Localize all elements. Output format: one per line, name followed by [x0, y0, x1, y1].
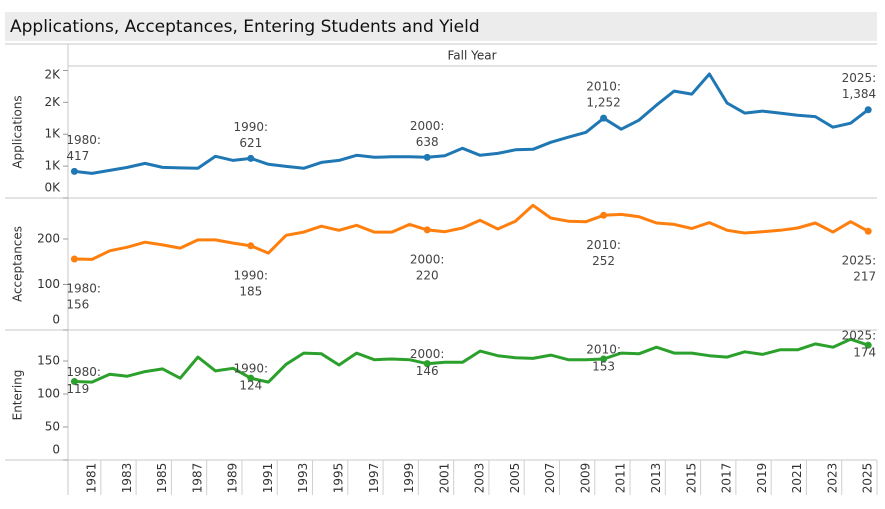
y-tick-label: 1K — [44, 159, 61, 173]
annotation-point — [247, 242, 255, 250]
x-tick-label: 2011 — [614, 463, 628, 494]
annotation-point — [864, 341, 872, 349]
annotation-year: 2025: — [842, 329, 877, 343]
annotation-value: 417 — [66, 149, 89, 163]
annotation-year: 2010: — [586, 80, 621, 94]
x-axis-title: Fall Year — [447, 49, 496, 63]
x-tick-label: 2013 — [649, 463, 663, 494]
y-axis-title: Applications — [11, 95, 25, 168]
x-tick-label: 1987 — [190, 463, 204, 494]
y-axis-title: Entering — [11, 370, 25, 421]
annotation-year: 1980: — [66, 365, 101, 379]
annotation-value: 146 — [416, 364, 439, 378]
annotation-value: 119 — [66, 382, 89, 396]
annotation-point — [600, 355, 608, 363]
y-tick-label: 200 — [37, 231, 60, 245]
x-tick-label: 2019 — [755, 463, 769, 494]
annotation-value: 124 — [239, 379, 262, 393]
annotation-value: 153 — [592, 360, 615, 374]
x-tick-label: 2021 — [790, 463, 804, 494]
annotation-year: 2025: — [842, 71, 877, 85]
y-tick-label: 2K — [44, 68, 61, 82]
y-tick-label: 1K — [44, 127, 61, 141]
x-tick-label: 1989 — [226, 463, 240, 494]
annotation-value: 217 — [853, 270, 876, 284]
title-bar — [5, 12, 877, 41]
annotation-value: 1,384 — [842, 87, 876, 101]
annotation-value: 638 — [416, 135, 439, 149]
annotation-point — [600, 211, 608, 219]
line-series — [74, 337, 869, 384]
x-tick-label: 1999 — [402, 463, 416, 494]
x-tick-label: 1991 — [261, 463, 275, 494]
annotation-point — [247, 374, 255, 382]
annotation-point — [247, 154, 255, 162]
y-tick-label: 100 — [37, 387, 60, 401]
x-tick-label: 2001 — [437, 463, 451, 494]
annotation-value: 174 — [853, 346, 876, 360]
x-tick-label: 1995 — [332, 463, 346, 494]
line-series — [74, 72, 870, 175]
line-series — [74, 203, 869, 261]
annotation-point — [70, 255, 78, 263]
x-tick-label: 2015 — [684, 463, 698, 494]
x-tick-label: 2007 — [543, 463, 557, 494]
annotation-value: 220 — [416, 268, 439, 282]
annotation-point — [70, 377, 78, 385]
y-tick-label: 100 — [37, 277, 60, 291]
x-tick-label: 2023 — [825, 463, 839, 494]
annotation-year: 2010: — [586, 238, 621, 252]
annotation-value: 185 — [239, 284, 262, 298]
annotation-year: 2010: — [586, 343, 621, 357]
y-tick-label: 0K — [44, 181, 61, 195]
y-tick-label: 150 — [37, 354, 60, 368]
dashboard-title: Applications, Acceptances, Entering Stud… — [10, 17, 480, 37]
y-axis-title: Acceptances — [11, 226, 25, 302]
annotation-point — [864, 227, 872, 235]
annotation-point — [423, 153, 431, 161]
annotation-year: 2000: — [410, 119, 445, 133]
x-tick-label: 2009 — [578, 463, 592, 494]
x-tick-label: 1981 — [85, 463, 99, 494]
annotation-value: 1,252 — [586, 96, 620, 110]
y-tick-label: 50 — [45, 420, 60, 434]
annotation-year: 1990: — [234, 362, 269, 376]
annotation-value: 621 — [239, 136, 262, 150]
annotation-year: 2025: — [842, 254, 877, 268]
x-tick-label: 2005 — [508, 463, 522, 494]
annotation-value: 252 — [592, 254, 615, 268]
annotation-point — [70, 167, 78, 175]
x-tick-label: 2003 — [473, 463, 487, 494]
x-tick-label: 1983 — [120, 463, 134, 494]
y-tick-label: 0 — [52, 443, 60, 457]
annotation-year: 2000: — [410, 347, 445, 361]
x-tick-label: 2025 — [861, 463, 875, 494]
x-tick-label: 2017 — [720, 463, 734, 494]
annotation-point — [423, 360, 431, 368]
annotation-point — [423, 226, 431, 234]
x-tick-label: 1997 — [367, 463, 381, 494]
x-tick-label: 1993 — [296, 463, 310, 494]
annotation-point — [600, 114, 608, 122]
y-tick-label: 0 — [52, 313, 60, 327]
y-tick-label: 2K — [44, 95, 61, 109]
annotation-value: 156 — [66, 297, 89, 311]
x-tick-label: 1985 — [155, 463, 169, 494]
annotation-year: 1990: — [234, 268, 269, 282]
annotation-year: 2000: — [410, 252, 445, 266]
annotation-year: 1980: — [66, 281, 101, 295]
annotation-year: 1990: — [234, 120, 269, 134]
annotation-year: 1980: — [66, 133, 101, 147]
annotation-point — [864, 106, 872, 114]
